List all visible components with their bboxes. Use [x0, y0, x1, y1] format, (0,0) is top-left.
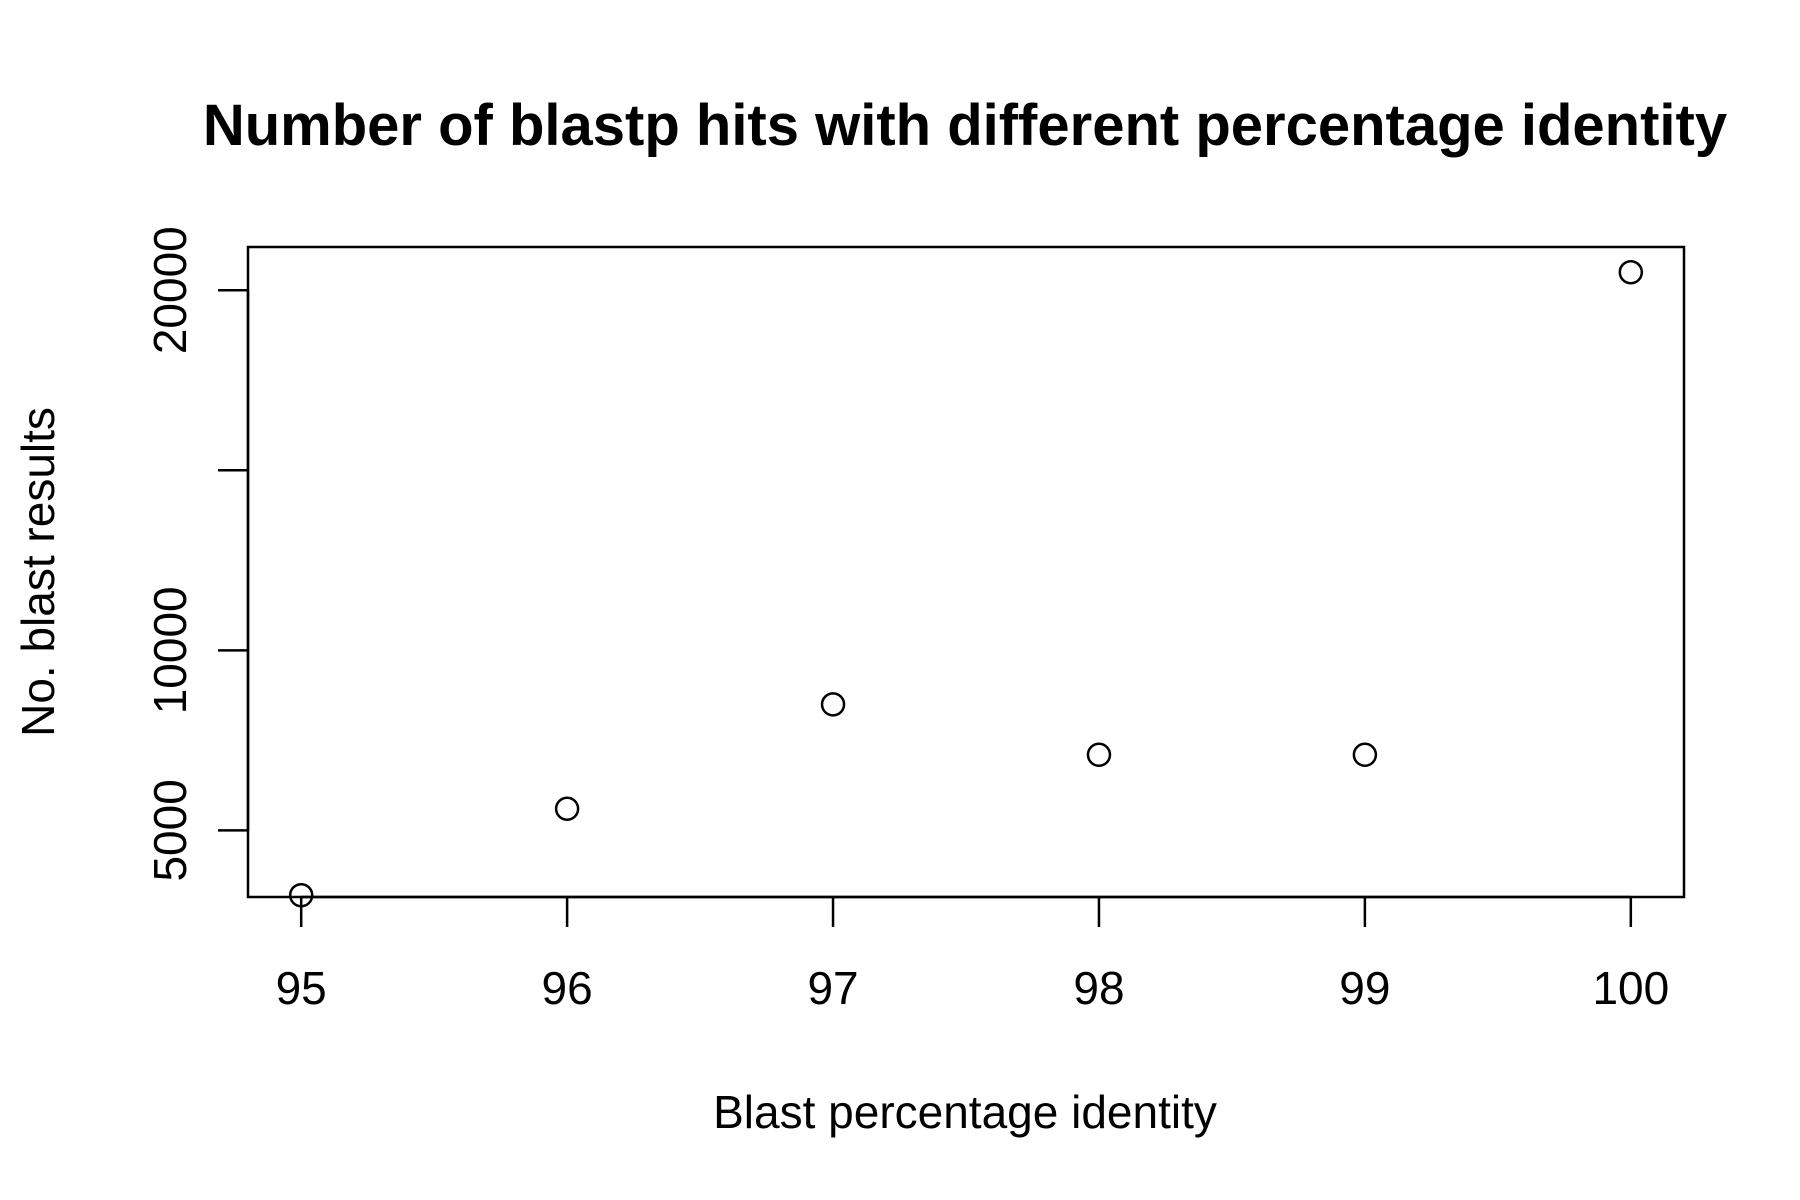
data-point-5: [1618, 259, 1644, 285]
data-point-4: [1352, 742, 1378, 768]
x-tick-label-2: 97: [807, 962, 858, 1014]
y-axis: 5000 10000 20000: [144, 226, 250, 882]
x-axis-label: Blast percentage identity: [713, 1086, 1217, 1138]
x-tick-label-3: 98: [1073, 962, 1124, 1014]
y-axis-label: No. blast results: [12, 407, 64, 737]
chart-title: Number of blastp hits with different per…: [203, 93, 1727, 158]
data-point-3: [1086, 742, 1112, 768]
data-points: [288, 259, 1644, 908]
y-tick-label-3: 20000: [144, 226, 196, 354]
x-tick-label-1: 96: [542, 962, 593, 1014]
x-axis: 95 96 97 98 99 100: [276, 895, 1669, 1014]
data-point-2: [820, 692, 846, 717]
data-point-1: [554, 796, 580, 822]
x-tick-label-5: 100: [1592, 962, 1669, 1014]
x-tick-label-0: 95: [276, 962, 327, 1014]
data-point-0: [288, 882, 314, 908]
plot-frame: [246, 245, 1686, 899]
y-tick-label-1: 10000: [144, 586, 196, 714]
y-tick-label-0: 5000: [144, 779, 196, 881]
x-tick-label-4: 99: [1339, 962, 1390, 1014]
